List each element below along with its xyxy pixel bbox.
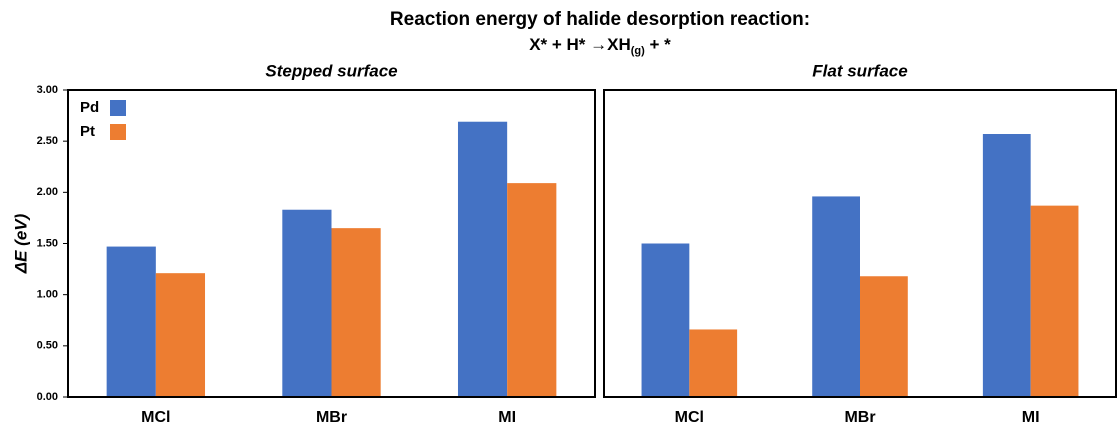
legend-label: Pt — [80, 123, 95, 140]
chart-title: Reaction energy of halide desorption rea… — [390, 9, 810, 30]
legend-swatch — [110, 100, 126, 116]
equation-part: + * — [645, 35, 671, 54]
y-axis-label: ΔE (eV) — [11, 213, 30, 274]
bar — [457, 121, 508, 398]
plot-frame — [67, 89, 596, 398]
x-tick-label: MI — [1022, 409, 1040, 426]
bar — [860, 276, 908, 397]
y-tick-label: 1.50 — [37, 237, 58, 249]
y-tick-label: 0.50 — [37, 340, 58, 352]
legend-label: Pd — [80, 99, 99, 116]
bar — [155, 273, 206, 397]
panel-title: Flat surface — [812, 61, 907, 80]
bar — [641, 243, 690, 397]
y-tick-label: 3.00 — [37, 84, 58, 96]
x-tick-label: MCl — [141, 409, 170, 426]
bar — [689, 329, 738, 397]
x-tick-label: MBr — [844, 409, 875, 426]
plot-frame — [603, 89, 1117, 398]
equation: X* + H* →XH(g) + * — [529, 35, 671, 56]
bar — [1030, 205, 1079, 397]
x-tick-label: MCl — [675, 409, 704, 426]
bar — [812, 196, 860, 397]
y-tick-label: 1.00 — [37, 289, 58, 301]
equation-part: X* + H* →XH — [529, 35, 631, 54]
y-tick-label: 0.00 — [37, 391, 58, 403]
panel-title: Stepped surface — [265, 61, 397, 80]
y-tick-label: 2.50 — [37, 135, 58, 147]
x-tick-label: MBr — [316, 409, 347, 426]
x-tick-label: MI — [498, 409, 516, 426]
bar — [982, 134, 1031, 397]
y-tick-label: 2.00 — [37, 186, 58, 198]
bar — [507, 183, 557, 397]
bar — [282, 209, 332, 397]
legend-swatch — [110, 124, 126, 140]
equation-subscript: (g) — [631, 45, 645, 57]
bar — [331, 228, 381, 397]
bar — [106, 246, 156, 397]
